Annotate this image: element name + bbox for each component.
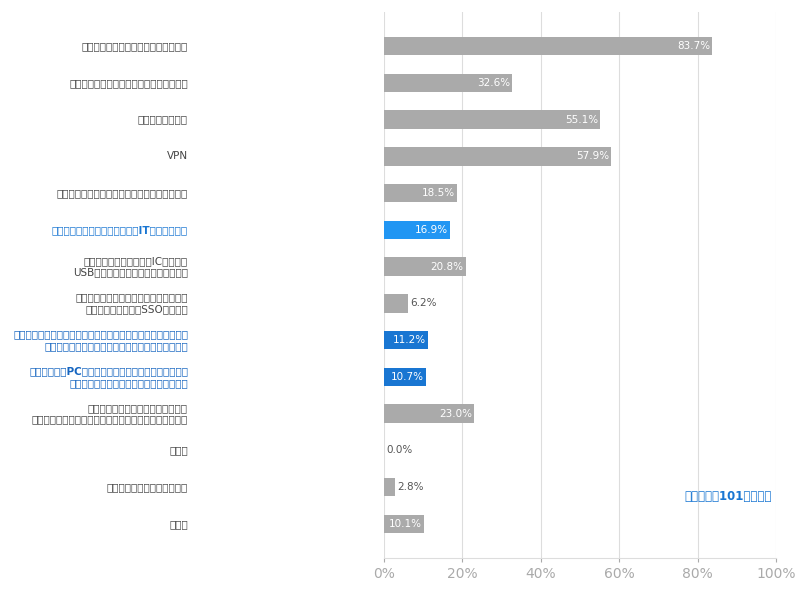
Text: 中小企業（101人以上）: 中小企業（101人以上）	[685, 490, 772, 503]
Text: 10.7%: 10.7%	[391, 372, 424, 382]
Text: ウェブ閲覧のフィルタリングソフトウェア: ウェブ閲覧のフィルタリングソフトウェア	[70, 78, 188, 88]
Text: 16.9%: 16.9%	[415, 225, 448, 235]
Text: 2.8%: 2.8%	[397, 482, 423, 492]
Bar	[384, 184, 457, 202]
Bar	[384, 37, 712, 55]
Text: クライアントPCの設定・動作・ネットワーク接続等を
管理する製品（検疫ネットワークを含む）: クライアントPCの設定・動作・ネットワーク接続等を 管理する製品（検疫ネットワー…	[29, 366, 188, 388]
Text: セキュリティ情報管理システム製品（ログ情報の統合・分析、
システムのセキュリティ状態の総合的な管理機能）: セキュリティ情報管理システム製品（ログ情報の統合・分析、 システムのセキュリティ…	[13, 329, 188, 351]
Bar	[384, 110, 600, 129]
Text: 83.7%: 83.7%	[677, 41, 710, 51]
Text: ウイルス対策ソフト・サービスの導入: ウイルス対策ソフト・サービスの導入	[82, 41, 188, 51]
Text: VPN: VPN	[167, 151, 188, 161]
Text: アイデンティティ管理／ログオン管理／
アクセス許可製品（SSOを含む）: アイデンティティ管理／ログオン管理／ アクセス許可製品（SSOを含む）	[75, 293, 188, 314]
Bar	[384, 368, 426, 386]
Text: ファイアウォール: ファイアウォール	[138, 115, 188, 125]
Text: 23.0%: 23.0%	[439, 409, 472, 419]
Text: 18.5%: 18.5%	[422, 188, 454, 198]
Text: 20.8%: 20.8%	[430, 262, 463, 272]
Bar	[384, 478, 395, 496]
Bar	[384, 515, 423, 533]
Text: 暗号化製品（ディスク、ファイル、メール等）: 暗号化製品（ディスク、ファイル、メール等）	[57, 188, 188, 198]
Text: ワンタイムパスワード、ICカード、
USBキー、生体認証等による個人認証: ワンタイムパスワード、ICカード、 USBキー、生体認証等による個人認証	[73, 256, 188, 277]
Bar	[384, 147, 611, 166]
Text: 11.2%: 11.2%	[393, 335, 426, 345]
Text: 10.1%: 10.1%	[389, 519, 422, 529]
Text: 無回答: 無回答	[170, 519, 188, 529]
Text: 55.1%: 55.1%	[565, 115, 598, 125]
Bar	[384, 331, 428, 349]
Text: ソフトウェアライセンス管理／IT資産管理製品: ソフトウェアライセンス管理／IT資産管理製品	[52, 225, 188, 235]
Bar	[384, 294, 408, 313]
Bar	[384, 74, 512, 92]
Text: 6.2%: 6.2%	[410, 298, 437, 308]
Text: 32.6%: 32.6%	[477, 78, 510, 88]
Text: 57.9%: 57.9%	[576, 151, 609, 161]
Bar	[384, 221, 450, 239]
Bar	[384, 404, 474, 423]
Bar	[384, 257, 466, 276]
Text: 特に導入しているものはない: 特に導入しているものはない	[106, 482, 188, 492]
Text: その他: その他	[170, 445, 188, 455]
Text: メールフィルタリングソフトウェア
（誤送信防止対策製品、スパムメール対策製品を含む）: メールフィルタリングソフトウェア （誤送信防止対策製品、スパムメール対策製品を含…	[32, 403, 188, 424]
Text: 0.0%: 0.0%	[386, 445, 412, 455]
